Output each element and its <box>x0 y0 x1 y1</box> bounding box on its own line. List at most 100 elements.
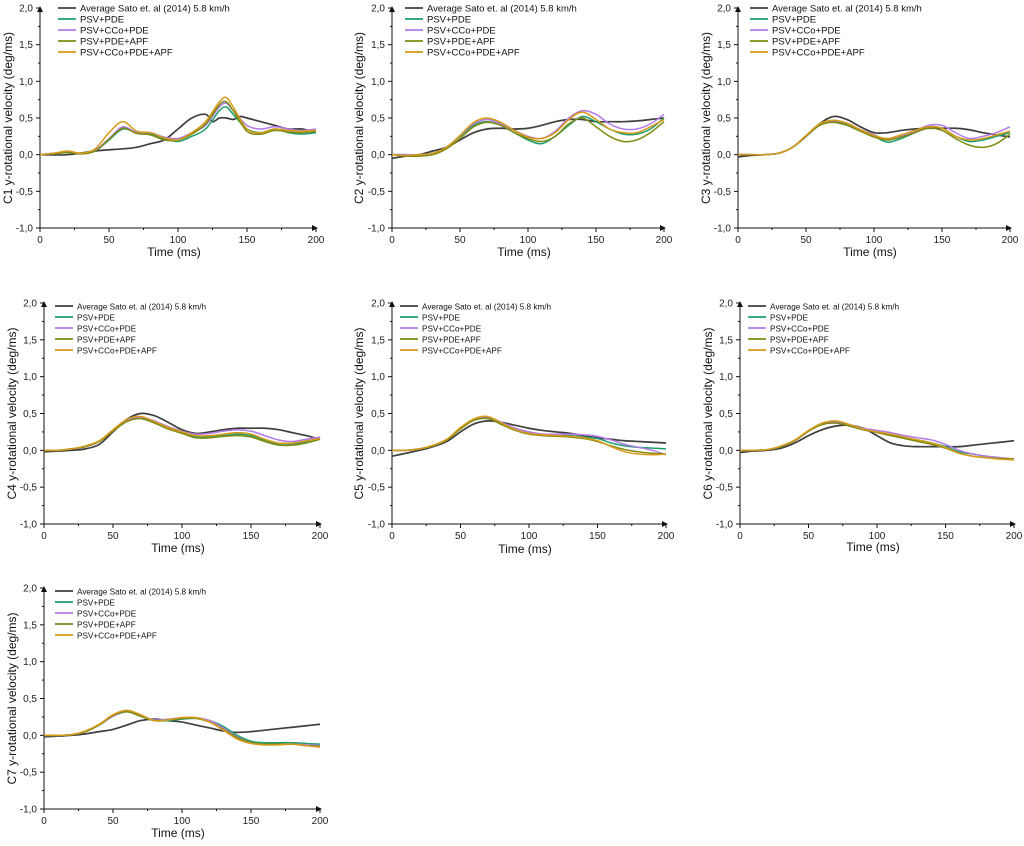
y-tick-label: 1,5 <box>19 40 33 51</box>
x-tick-label: 100 <box>174 816 191 827</box>
series-line-5 <box>738 119 1011 156</box>
legend-label: PSV+PDE+APF <box>77 335 136 344</box>
chart-c3: -1,0 -0,5 0,0 0,5 1,0 1,5 2,0 0 50 100 150 200 Time … <box>699 3 1019 259</box>
x-tick-label: 200 <box>656 235 673 246</box>
legend-label: PSV+PDE <box>80 14 124 25</box>
y-tick-label: -0,5 <box>716 483 734 494</box>
x-tick-label: 200 <box>1006 531 1023 542</box>
x-tick-label: 150 <box>243 816 260 827</box>
y-tick-label: 2,0 <box>371 299 385 310</box>
series-line-1 <box>392 419 667 458</box>
legend-label: PSV+PDE <box>77 313 116 322</box>
series-line-5 <box>392 111 665 157</box>
y-tick-label: -0,5 <box>368 187 386 198</box>
x-axis-title: Time (ms) <box>498 542 552 556</box>
legend-label: PSV+CCo+PDE+APF <box>422 346 502 355</box>
legend-label: PSV+PDE <box>770 313 809 322</box>
y-tick-label: 2,0 <box>19 4 33 15</box>
x-tick-label: 0 <box>37 235 43 246</box>
x-tick-label: 100 <box>170 235 187 246</box>
chart-c7: -1,0 -0,5 0,0 0,5 1,0 1,5 2,0 0 50 100 150 200 Time … <box>5 584 329 841</box>
chart-c1: -1,0 -0,5 0,0 0,5 1,0 1,5 2,0 0 50 100 150 200 Time … <box>1 3 325 259</box>
y-tick-label: 1,0 <box>371 77 385 88</box>
y-axis-arrow <box>389 301 395 307</box>
y-tick-label: 2,0 <box>23 299 37 310</box>
series-line-5 <box>40 96 317 156</box>
legend: Average Sato et. al (2014) 5.8 km/hPSV+P… <box>55 302 207 355</box>
y-tick-label: 1,0 <box>719 372 733 383</box>
x-tick-label: 0 <box>389 235 395 246</box>
x-tick-label: 50 <box>107 816 119 827</box>
x-tick-label: 100 <box>869 531 886 542</box>
y-tick-label: -1,0 <box>20 805 38 816</box>
y-tick-label: -0,5 <box>16 187 34 198</box>
y-tick-label: 1,0 <box>23 657 37 668</box>
y-tick-label: -1,0 <box>368 520 386 531</box>
chart-c5: -1,0 -0,5 0,0 0,5 1,0 1,5 2,0 0 50 100 150 200 Time … <box>352 299 675 557</box>
x-tick-label: 200 <box>658 531 675 542</box>
series-line-1 <box>392 117 665 160</box>
y-tick-label: -0,5 <box>20 483 38 494</box>
y-tick-label: 0,0 <box>371 150 385 161</box>
y-axis-title: C2 y-rotational velocity (deg/ms) <box>352 32 366 204</box>
x-tick-label: 200 <box>312 816 329 827</box>
legend-label: Average Sato et. al (2014) 5.8 km/h <box>80 3 230 14</box>
y-tick-label: 2,0 <box>719 299 733 310</box>
legend: Average Sato et. al (2014) 5.8 km/h PSV+P… <box>750 3 922 58</box>
x-tick-label: 150 <box>588 235 605 246</box>
legend-label: PSV+PDE+APF <box>77 620 136 629</box>
x-axis-title: Time (ms) <box>497 245 551 259</box>
y-tick-label: 1,0 <box>19 77 33 88</box>
y-tick-label: 0,0 <box>23 731 37 742</box>
x-axis-arrow <box>1006 225 1012 231</box>
x-tick-label: 100 <box>520 235 537 246</box>
y-axis-arrow <box>735 6 741 12</box>
series-line-5 <box>44 709 321 748</box>
y-tick-label: -1,0 <box>716 520 734 531</box>
y-tick-label: 1,5 <box>371 335 385 346</box>
x-axis-title: Time (ms) <box>151 541 205 555</box>
y-tick-label: 0,0 <box>717 150 731 161</box>
y-tick-label: -1,0 <box>16 224 34 235</box>
x-axis-arrow <box>312 225 318 231</box>
y-tick-label: 2,0 <box>717 4 731 15</box>
chart-c4: -1,0 -0,5 0,0 0,5 1,0 1,5 2,0 0 50 100 150 200 Time … <box>5 299 329 556</box>
x-tick-label: 100 <box>866 235 883 246</box>
y-axis-title: C3 y-rotational velocity (deg/ms) <box>699 32 713 204</box>
y-tick-label: -1,0 <box>20 520 38 531</box>
legend-label: PSV+CCo+PDE <box>772 25 841 36</box>
y-tick-label: 0,0 <box>371 446 385 457</box>
x-tick-label: 150 <box>243 531 260 542</box>
x-axis-arrow <box>316 521 322 527</box>
x-tick-label: 150 <box>937 531 954 542</box>
legend-label: PSV+CCo+PDE <box>77 609 137 618</box>
y-axis-arrow <box>737 301 743 307</box>
series-group <box>44 709 321 748</box>
x-axis-title: Time (ms) <box>147 245 201 259</box>
y-axis-arrow <box>37 6 43 12</box>
legend: Average Sato et. al (2014) 5.8 km/hPSV+P… <box>400 302 552 355</box>
y-tick-label: 2,0 <box>371 4 385 15</box>
legend-label: Average Sato et. al (2014) 5.8 km/h <box>77 587 207 596</box>
legend-label: PSV+PDE+APF <box>772 36 840 47</box>
legend-label: PSV+PDE <box>427 14 471 25</box>
x-tick-label: 0 <box>41 531 47 542</box>
chart-c6: -1,0 -0,5 0,0 0,5 1,0 1,5 2,0 0 50 100 150 200 Time … <box>701 299 1023 555</box>
legend-label: PSV+CCo+PDE <box>427 25 496 36</box>
x-tick-label: 200 <box>312 531 329 542</box>
legend-label: Average Sato et. al (2014) 5.8 km/h <box>772 3 922 14</box>
y-axis-arrow <box>389 6 395 12</box>
series-group <box>740 420 1015 461</box>
series-line-5 <box>740 420 1015 461</box>
y-tick-label: 0,5 <box>23 409 37 420</box>
series-group <box>40 96 317 156</box>
x-tick-label: 50 <box>803 531 815 542</box>
series-line-3 <box>740 420 1015 460</box>
legend-label: Average Sato et. al (2014) 5.8 km/h <box>770 302 900 311</box>
y-axis-title: C6 y-rotational velocity (deg/ms) <box>701 327 715 499</box>
series-line-5 <box>44 415 321 452</box>
y-tick-label: -0,5 <box>20 768 38 779</box>
x-tick-label: 0 <box>737 531 743 542</box>
y-tick-label: 0,5 <box>719 409 733 420</box>
